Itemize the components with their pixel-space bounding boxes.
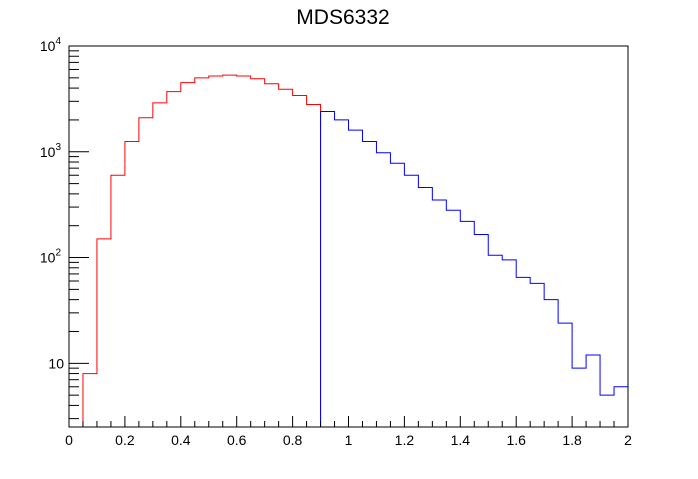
series-1-bin xyxy=(474,235,488,427)
series-1-bin xyxy=(600,395,614,427)
series-0-bin xyxy=(251,79,265,427)
y-tick-base: 10 xyxy=(40,250,56,266)
x-tick-label: 1.4 xyxy=(451,432,471,448)
series-0-bin xyxy=(307,104,321,427)
series-0-bin xyxy=(139,118,153,427)
series-1-bin xyxy=(404,175,418,427)
series-0-bin xyxy=(293,96,307,427)
series-0-bin xyxy=(209,76,223,427)
series-1-outline xyxy=(320,111,629,427)
series-0-outline xyxy=(69,74,322,428)
x-tick-label: 1.2 xyxy=(395,432,415,448)
series-0-bin xyxy=(125,142,139,427)
series-1-bin xyxy=(544,300,558,427)
x-tick-label: 0.2 xyxy=(115,432,135,448)
series-0-bin xyxy=(237,76,251,427)
x-tick-label: 0.4 xyxy=(171,432,191,448)
series-1-bin xyxy=(376,153,390,427)
x-tick-label: 1 xyxy=(345,432,353,448)
series-0-bin xyxy=(279,89,293,427)
x-tick-label: 1.6 xyxy=(506,432,526,448)
series-0-bin xyxy=(195,78,209,427)
series-1-bin xyxy=(502,260,516,427)
series-1-bin xyxy=(614,387,628,427)
series-1-bin xyxy=(572,368,586,427)
y-tick-label: 103 xyxy=(40,142,62,160)
y-tick-base: 10 xyxy=(40,38,56,54)
series-0-bin xyxy=(223,75,237,427)
series-1-bin xyxy=(432,200,446,427)
x-tick-label: 1.8 xyxy=(562,432,582,448)
series-1-bin xyxy=(558,323,572,427)
series-0-bin xyxy=(167,92,181,427)
series-0-bin xyxy=(111,175,125,427)
y-tick-exponent: 2 xyxy=(55,248,61,259)
series-1-bin xyxy=(321,112,335,427)
x-tick-label: 0.8 xyxy=(283,432,303,448)
x-tick-label: 2 xyxy=(624,432,632,448)
series-1-bin xyxy=(530,283,544,427)
y-tick-label: 102 xyxy=(40,248,62,266)
series-1-bin xyxy=(362,142,376,427)
y-tick-base: 10 xyxy=(40,144,56,160)
series-1-bin xyxy=(446,210,460,427)
series-1-bin xyxy=(390,163,404,427)
x-tick-label: 0.6 xyxy=(227,432,247,448)
series-0-bin xyxy=(83,374,97,427)
chart-title: MDS6332 xyxy=(296,6,389,29)
series-1-bin xyxy=(516,277,530,427)
series-0-bin xyxy=(153,103,167,427)
y-tick-exponent: 3 xyxy=(55,142,61,153)
series-1-bin xyxy=(488,255,502,427)
series-layer xyxy=(69,74,629,428)
series-1-bin xyxy=(586,355,600,427)
series-0-bin xyxy=(265,84,279,427)
x-tick-label: 0 xyxy=(65,432,73,448)
series-1-bin xyxy=(418,187,432,427)
y-tick-label: 104 xyxy=(40,36,62,54)
series-0-bin xyxy=(181,83,195,427)
series-1-bin xyxy=(460,221,474,427)
series-0-bin xyxy=(97,239,111,427)
y-tick-exponent: 4 xyxy=(55,36,61,47)
series-1-bin xyxy=(335,120,349,427)
y-tick-label: 10 xyxy=(48,355,64,371)
series-1-bin xyxy=(349,130,363,427)
